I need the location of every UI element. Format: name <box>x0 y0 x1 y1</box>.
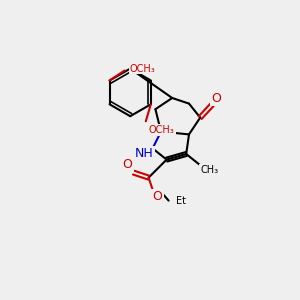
Text: NH: NH <box>135 147 154 160</box>
Text: O: O <box>211 92 221 105</box>
Text: OCH₃: OCH₃ <box>130 64 155 74</box>
Text: O: O <box>153 190 163 203</box>
Text: Et: Et <box>176 196 186 206</box>
Text: O: O <box>123 158 133 171</box>
Text: CH₃: CH₃ <box>200 165 218 175</box>
Text: OCH₃: OCH₃ <box>149 125 175 135</box>
